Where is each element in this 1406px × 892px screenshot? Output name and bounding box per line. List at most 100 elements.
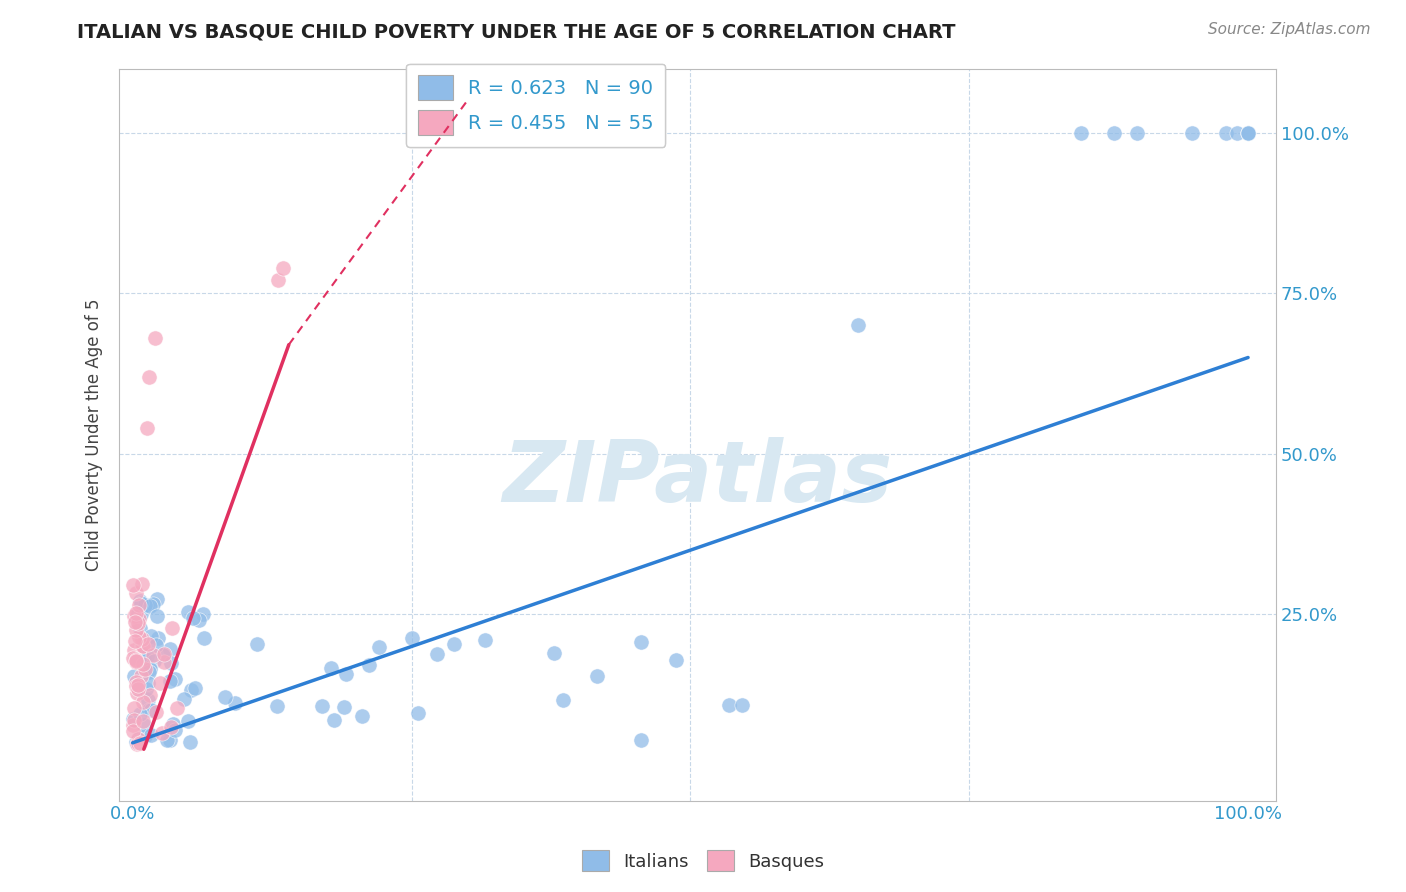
Point [146, 592, 169, 607]
Point [214, 690, 236, 704]
Point [129, 621, 152, 635]
Point [1102, 126, 1125, 140]
Point [1215, 126, 1237, 140]
Point [131, 640, 153, 654]
Point [131, 639, 153, 653]
Point [125, 685, 148, 699]
Point [1237, 126, 1260, 140]
Point [122, 669, 145, 683]
Text: ZIPatlas: ZIPatlas [502, 437, 893, 520]
Point [146, 631, 169, 645]
Point [146, 609, 169, 624]
Point [224, 696, 246, 710]
Point [132, 695, 155, 709]
Point [125, 674, 148, 689]
Point [177, 605, 200, 619]
Point [156, 733, 179, 747]
Point [141, 629, 163, 643]
Point [323, 714, 346, 728]
Point [128, 599, 150, 613]
Point [139, 662, 162, 676]
Point [1237, 126, 1260, 140]
Point [124, 652, 146, 666]
Point [124, 634, 146, 648]
Point [129, 607, 152, 621]
Point [135, 682, 157, 697]
Point [359, 658, 381, 673]
Point [162, 717, 184, 731]
Point [127, 682, 149, 697]
Point [150, 725, 173, 739]
Point [179, 735, 201, 749]
Point [173, 691, 195, 706]
Point [129, 668, 152, 682]
Point [311, 699, 333, 714]
Point [1181, 126, 1204, 140]
Point [846, 318, 869, 333]
Point [122, 609, 145, 624]
Point [319, 661, 342, 675]
Point [125, 654, 148, 668]
Point [426, 647, 449, 661]
Point [165, 723, 187, 738]
Point [125, 655, 148, 669]
Point [129, 594, 152, 608]
Legend: Italians, Basques: Italians, Basques [575, 843, 831, 879]
Point [271, 260, 294, 275]
Point [127, 731, 149, 746]
Point [266, 699, 288, 714]
Point [131, 632, 153, 646]
Point [122, 643, 145, 657]
Point [138, 675, 160, 690]
Point [586, 669, 609, 683]
Point [129, 657, 152, 671]
Point [122, 701, 145, 715]
Point [134, 663, 156, 677]
Point [333, 700, 356, 714]
Point [152, 648, 174, 662]
Point [128, 706, 150, 721]
Point [129, 596, 152, 610]
Point [166, 700, 188, 714]
Point [136, 648, 159, 663]
Point [153, 648, 176, 662]
Point [122, 723, 145, 738]
Point [122, 578, 145, 592]
Point [368, 640, 391, 654]
Point [443, 637, 465, 651]
Point [136, 599, 159, 613]
Point [143, 654, 166, 668]
Point [193, 631, 215, 645]
Point [401, 631, 423, 645]
Point [1070, 126, 1092, 140]
Point [127, 737, 149, 751]
Point [153, 655, 176, 669]
Point [177, 714, 200, 728]
Point [131, 576, 153, 591]
Point [165, 673, 187, 687]
Point [136, 421, 159, 435]
Point [159, 720, 181, 734]
Point [143, 331, 166, 345]
Point [1237, 126, 1260, 140]
Point [139, 689, 162, 703]
Point [122, 712, 145, 726]
Point [630, 635, 652, 649]
Point [145, 706, 167, 720]
Text: Source: ZipAtlas.com: Source: ZipAtlas.com [1208, 22, 1371, 37]
Point [731, 698, 754, 712]
Point [142, 648, 165, 662]
Point [180, 683, 202, 698]
Point [145, 638, 167, 652]
Point [142, 597, 165, 611]
Point [134, 729, 156, 743]
Point [127, 607, 149, 621]
Point [181, 611, 204, 625]
Point [718, 698, 741, 712]
Point [125, 734, 148, 748]
Point [335, 666, 357, 681]
Point [1226, 126, 1249, 140]
Point [266, 273, 288, 287]
Point [160, 656, 183, 670]
Point [125, 679, 148, 693]
